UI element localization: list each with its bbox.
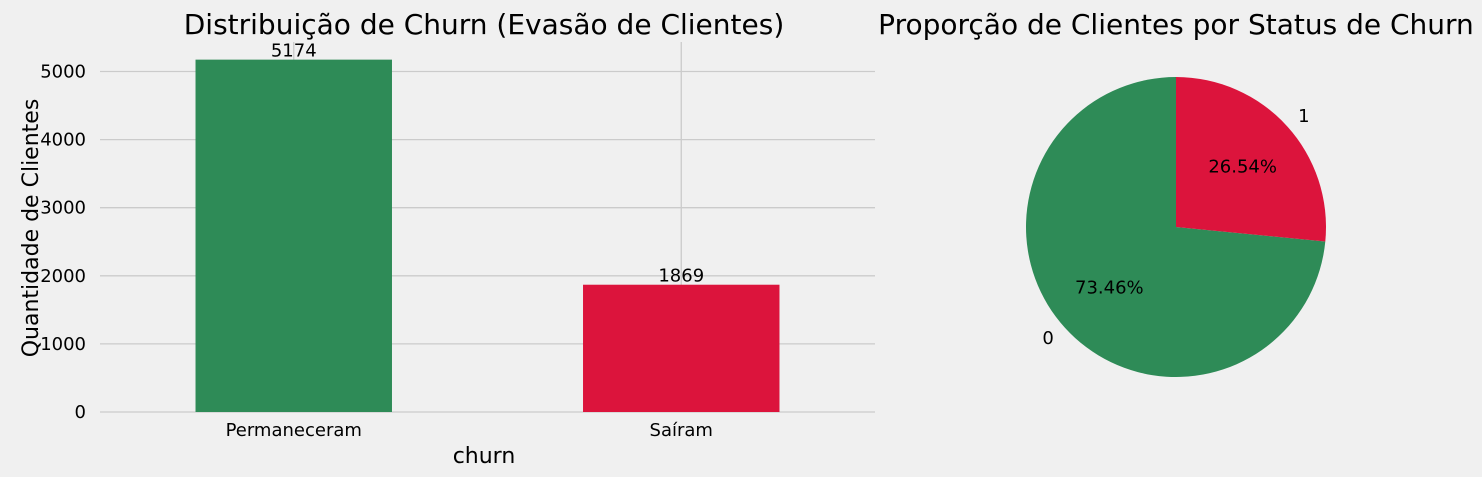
- bar-chart-bars: [196, 60, 780, 412]
- bar-chart-y-tick-label: 3000: [40, 198, 86, 219]
- bar-chart-y-tick-label: 4000: [40, 130, 86, 151]
- pie-slice-label: 0: [1042, 328, 1053, 349]
- bar-chart-y-tick-label: 1000: [40, 334, 86, 355]
- bar-chart-x-tick-label: Permaneceram: [226, 420, 362, 441]
- bar-chart-data-label: 5174: [271, 41, 317, 62]
- pie-percent-label: 73.46%: [1075, 277, 1144, 298]
- bar-chart-x-tick-label: Saíram: [650, 420, 713, 441]
- bar-chart-y-ticks: 0 1000 2000 3000 4000 5000: [40, 61, 86, 423]
- bar-saíram: [583, 285, 779, 412]
- bar-chart-y-tick-label: 0: [75, 402, 86, 423]
- bar-chart-data-label: 1869: [658, 266, 704, 287]
- pie-slice-label: 1: [1298, 106, 1309, 127]
- bar-chart-x-ticks: Permaneceram Saíram: [226, 420, 713, 441]
- bar-chart-x-axis-label: churn: [453, 444, 516, 469]
- pie-chart-slices: [1026, 77, 1326, 377]
- pie-chart-title: Proporção de Clientes por Status de Chur…: [878, 8, 1474, 41]
- bar-chart-y-tick-label: 5000: [40, 61, 86, 82]
- bar-chart-y-tick-label: 2000: [40, 266, 86, 287]
- pie-chart: 0 73.46% 1 26.54% Proporção de Clientes por…: [878, 8, 1474, 377]
- bar-permaneceram: [196, 60, 392, 412]
- bar-chart: 0 1000 2000 3000 4000 5000 Permaneceram Saíram…: [19, 8, 875, 469]
- bar-chart-y-axis-label: Quantidade de Clientes: [19, 99, 44, 358]
- bar-chart-title: Distribuição de Churn (Evasão de Cliente…: [184, 8, 785, 41]
- pie-percent-label: 26.54%: [1208, 157, 1277, 178]
